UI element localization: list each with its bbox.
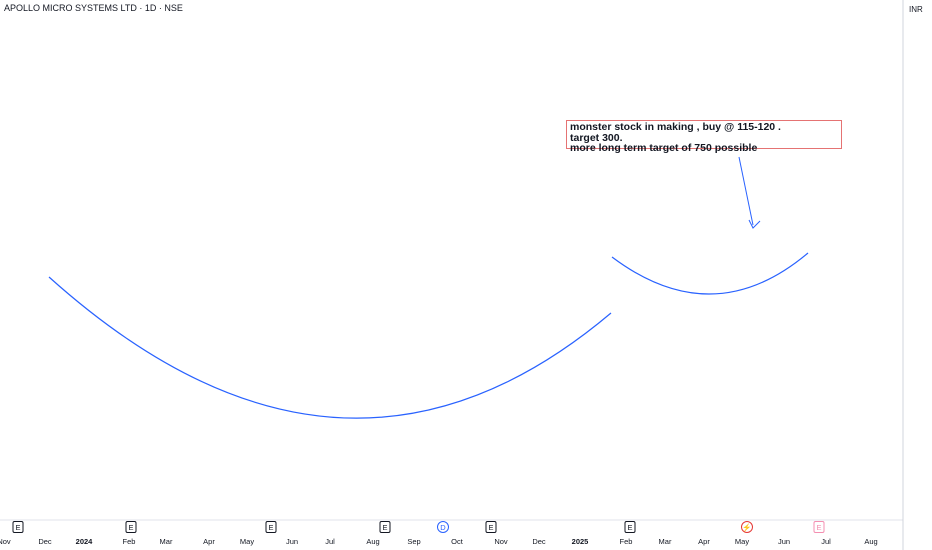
drawings bbox=[48, 156, 809, 419]
annotation-line-2: target 300. bbox=[570, 131, 623, 144]
earnings-marker-box bbox=[624, 521, 636, 533]
time-axis-label: Feb bbox=[123, 537, 136, 546]
event-marker-label: D bbox=[440, 523, 446, 532]
symbol-title: APOLLO MICRO SYSTEMS LTD · 1D · NSE bbox=[4, 3, 183, 13]
time-axis-label: Mar bbox=[659, 537, 672, 546]
time-axis-label: May bbox=[240, 537, 254, 546]
event-marker-label: E bbox=[627, 523, 632, 532]
time-axis-label: Jul bbox=[325, 537, 335, 546]
time-axis-label: Dec bbox=[38, 537, 52, 546]
time-axis-label: Jul bbox=[821, 537, 831, 546]
price-axis: INR220.00205.00195.00185.00173.00165.001… bbox=[902, 0, 932, 550]
time-axis-label: Jun bbox=[778, 537, 790, 546]
time-axis-label: May bbox=[735, 537, 749, 546]
annotation-line-1: monster stock in making , buy @ 115-120 … bbox=[570, 121, 781, 133]
arrow-head bbox=[748, 219, 761, 229]
event-marker-label: E bbox=[268, 523, 273, 532]
time-axis-label: Nov bbox=[0, 537, 11, 546]
time-axis-label: Feb bbox=[620, 537, 633, 546]
event-marker-label: E bbox=[15, 523, 20, 532]
time-axis-label: Nov bbox=[494, 537, 508, 546]
time-axis-label: Aug bbox=[864, 537, 877, 546]
event-marker-label: E bbox=[382, 523, 387, 532]
event-marker-label: E bbox=[816, 523, 821, 532]
time-axis-label: Apr bbox=[203, 537, 215, 546]
event-marker-earnings[interactable]: E bbox=[485, 521, 497, 533]
event-marker-label: E bbox=[488, 523, 493, 532]
earnings-marker-box bbox=[125, 521, 137, 533]
earnings-marker-box bbox=[12, 521, 24, 533]
earnings-marker-box bbox=[485, 521, 497, 533]
time-axis-label: 2024 bbox=[76, 537, 94, 546]
split-marker-circle bbox=[741, 521, 753, 533]
event-marker-dividend[interactable]: D bbox=[437, 521, 449, 533]
annotation-line-3: more long term target of 750 possible bbox=[570, 142, 758, 154]
time-axis-label: Apr bbox=[698, 537, 710, 546]
time-axis: Nov Dec 2024 Feb Mar Apr May Jun Jul Aug Sep Oct Nov… bbox=[0, 519, 903, 546]
event-marker-split[interactable]: ⚡ bbox=[741, 521, 753, 533]
event-marker-label: ⚡ bbox=[742, 523, 751, 532]
dividend-marker-circle bbox=[437, 521, 449, 533]
event-marker-label: E bbox=[128, 523, 133, 532]
time-axis-label: Aug bbox=[366, 537, 379, 546]
price-axis-bg bbox=[903, 0, 932, 550]
rounding-bottom-arc-small bbox=[611, 252, 809, 295]
time-axis-label: Oct bbox=[451, 537, 464, 546]
earnings-marker-box bbox=[379, 521, 391, 533]
time-axis-label: 2025 bbox=[572, 537, 589, 546]
annotation-note[interactable]: monster stock in making , buy @ 115-120 … bbox=[566, 120, 842, 153]
arrow-line bbox=[738, 156, 754, 226]
time-axis-label: Jun bbox=[286, 537, 298, 546]
event-marker-earnings[interactable]: E bbox=[624, 521, 636, 533]
rounding-bottom-arc-large bbox=[48, 276, 612, 419]
event-marker-earnings[interactable]: E bbox=[379, 521, 391, 533]
currency-label: INR bbox=[909, 5, 923, 14]
earnings-marker-box bbox=[265, 521, 277, 533]
time-axis-label: Mar bbox=[160, 537, 173, 546]
time-axis-label: Sep bbox=[407, 537, 420, 546]
event-marker-earnings-upcoming[interactable]: E bbox=[813, 521, 825, 533]
time-axis-label: Dec bbox=[532, 537, 546, 546]
earnings-marker-box bbox=[813, 521, 825, 533]
event-marker-earnings[interactable]: E bbox=[265, 521, 277, 533]
event-marker-earnings[interactable]: E bbox=[125, 521, 137, 533]
event-marker-earnings[interactable]: E bbox=[12, 521, 24, 533]
